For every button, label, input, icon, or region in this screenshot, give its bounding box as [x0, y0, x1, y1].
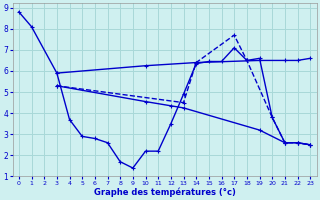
X-axis label: Graphe des températures (°c): Graphe des températures (°c): [93, 187, 236, 197]
